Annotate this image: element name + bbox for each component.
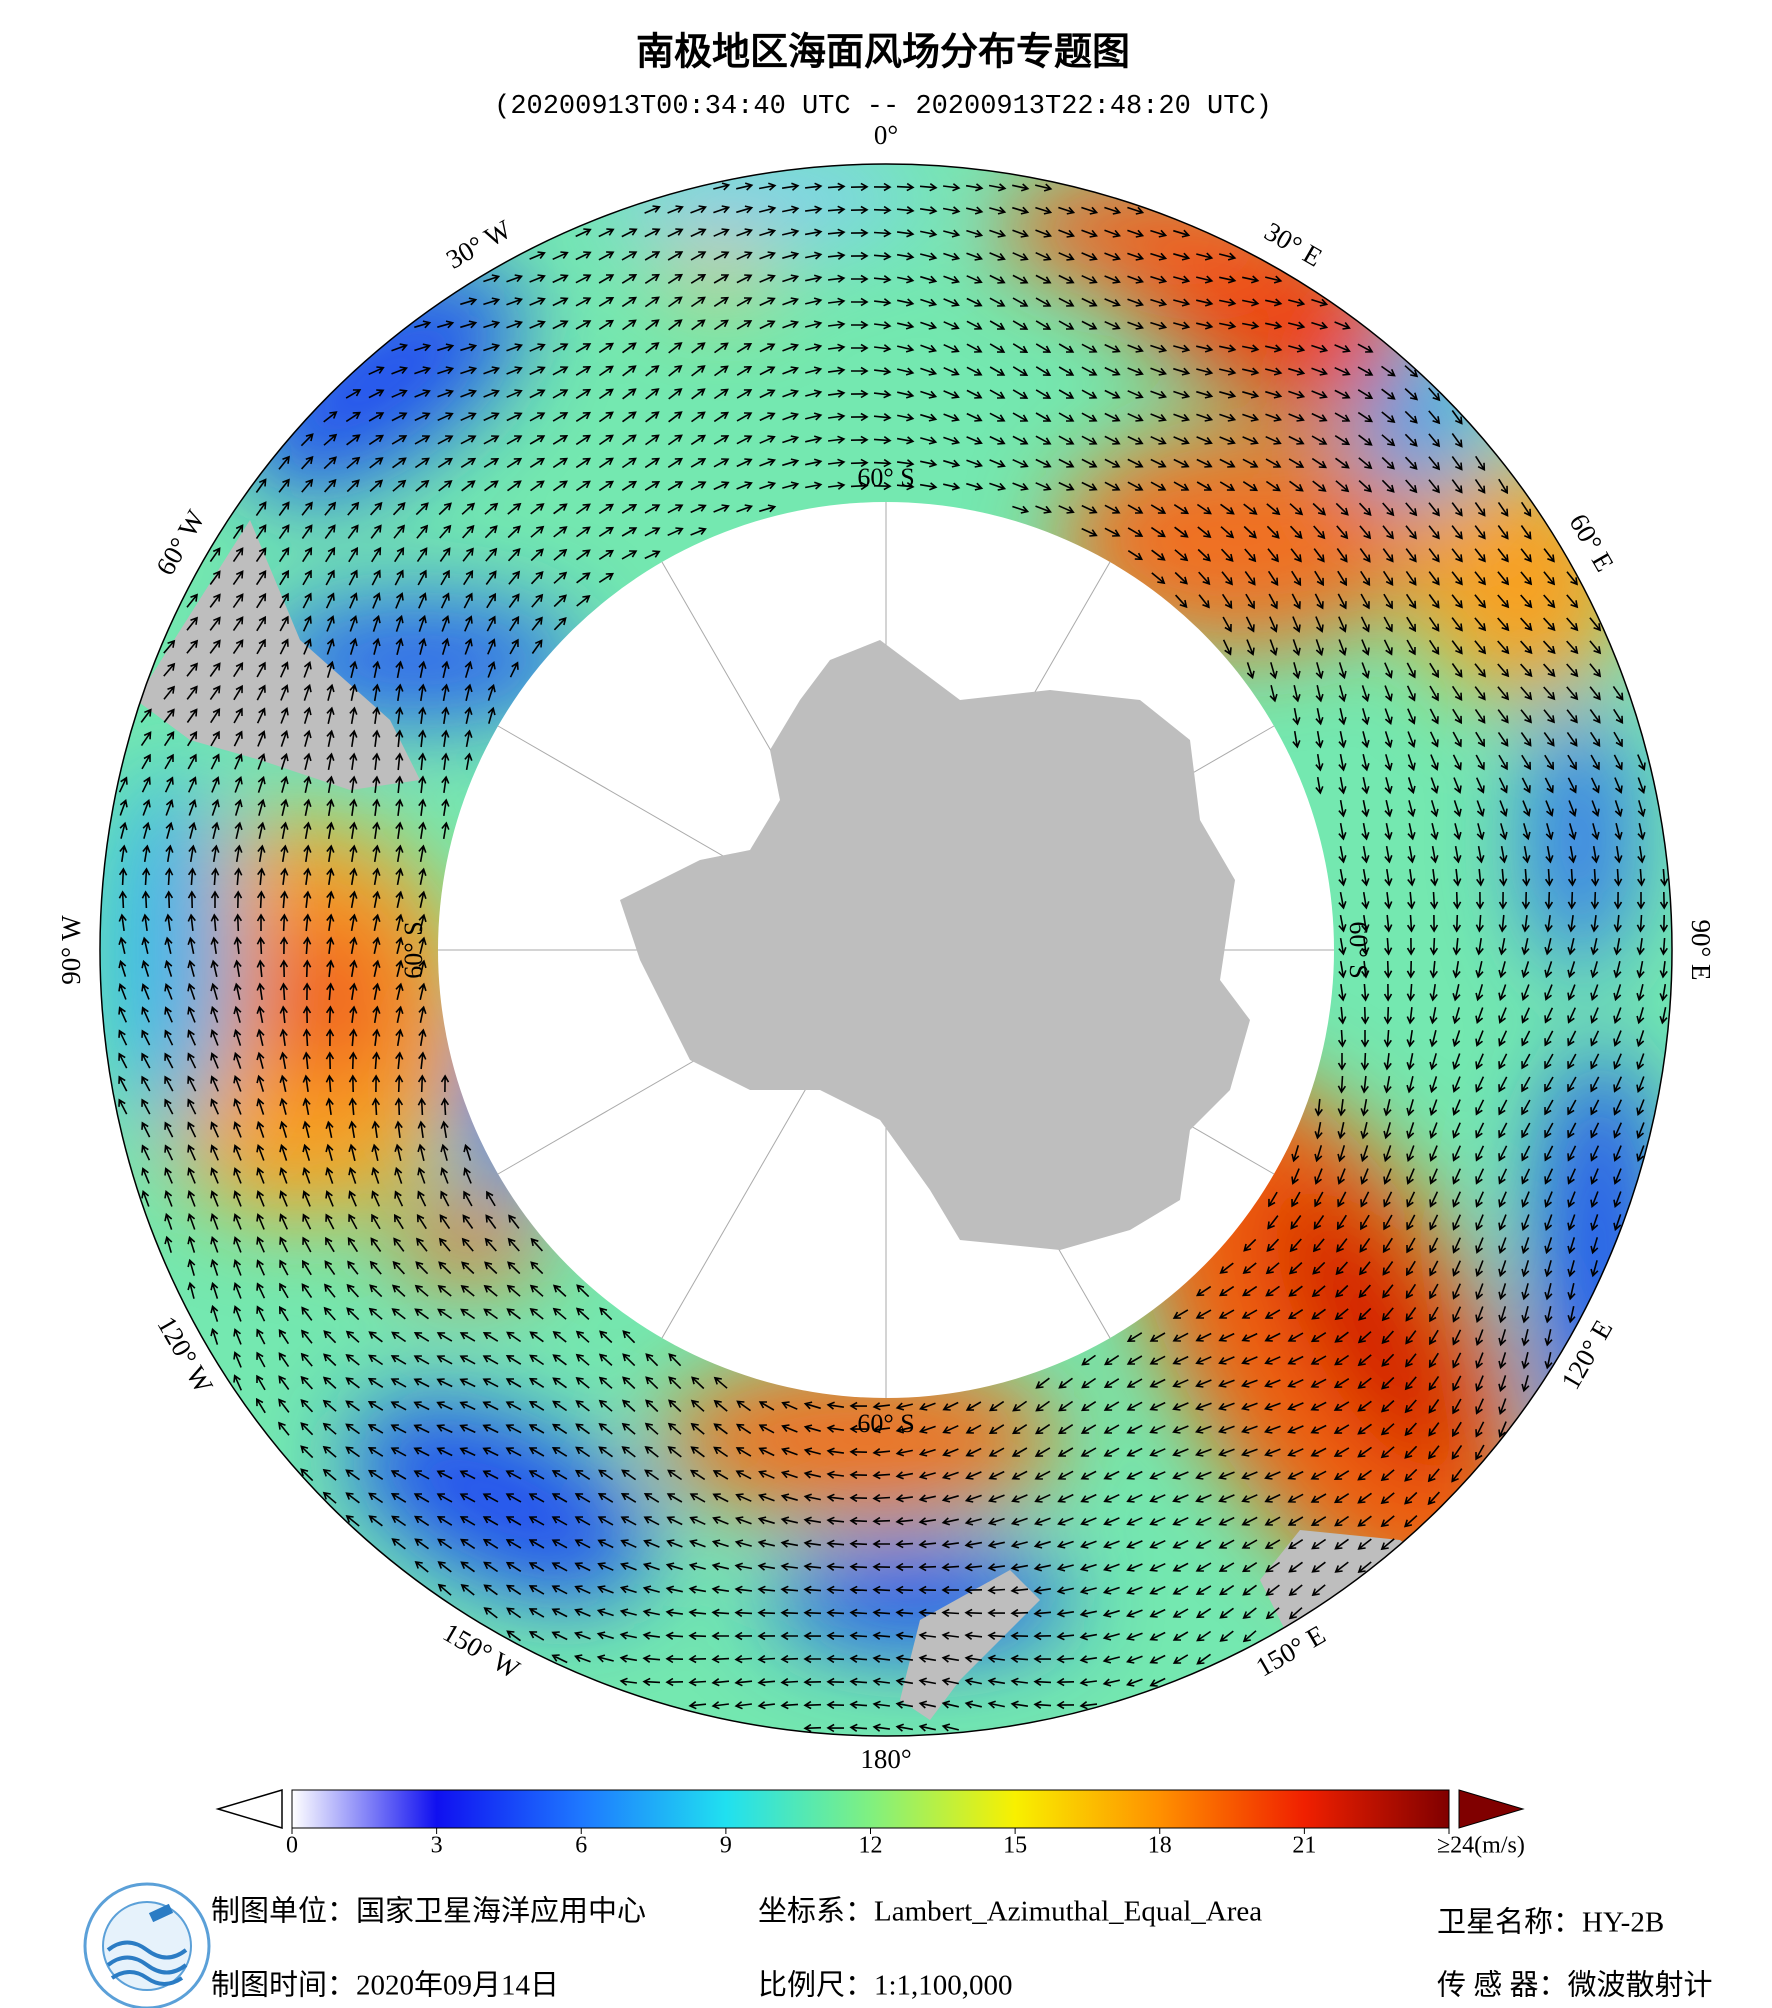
colorbar-tick-label: 15 bbox=[1003, 1833, 1027, 1859]
latitude-label: 60° S bbox=[857, 1409, 914, 1438]
colorbar-tick-label: 6 bbox=[575, 1833, 587, 1859]
antarctica bbox=[620, 640, 1250, 1250]
latitude-label: 60° S bbox=[399, 921, 428, 978]
longitude-label: 180° bbox=[860, 1744, 911, 1774]
colorbar-over-arrow bbox=[1458, 1789, 1525, 1829]
longitude-label: 0° bbox=[874, 120, 898, 150]
longitude-label: 90° E bbox=[1686, 919, 1716, 980]
south-america bbox=[136, 520, 420, 790]
colorbar-tick-label: ≥24(m/s) bbox=[1437, 1833, 1525, 1859]
colorbar-tick-label: 3 bbox=[431, 1833, 443, 1859]
colorbar-tick-label: 21 bbox=[1292, 1833, 1316, 1859]
colorbar-under-arrow bbox=[215, 1788, 283, 1830]
latitude-label: 60° S bbox=[1344, 921, 1373, 978]
map-date: 制图时间：2020年09月14日 bbox=[211, 1969, 559, 2002]
colorbar-tick-label: 0 bbox=[286, 1833, 298, 1859]
colorbar: 0 3 6 9 12 15 18 21 ≥24(m/s) bbox=[215, 1788, 1525, 1859]
title: 南极地区海面风场分布专题图 bbox=[636, 30, 1130, 74]
colorbar-tick-label: 9 bbox=[720, 1833, 732, 1859]
australia-tasmania bbox=[1260, 1530, 1440, 1650]
colorbar-bar bbox=[291, 1789, 1450, 1829]
subtitle: (20200913T00:34:40 UTC -- 20200913T22:48… bbox=[494, 92, 1272, 122]
wind-field bbox=[100, 164, 1672, 1736]
satellite: 卫星名称：HY-2B bbox=[1437, 1906, 1664, 1939]
colorbar-tick-label: 18 bbox=[1148, 1833, 1172, 1859]
logo bbox=[83, 1882, 211, 2008]
projection: 坐标系：Lambert_Azimuthal_Equal_Area bbox=[758, 1895, 1262, 1928]
longitude-label: 90° W bbox=[56, 915, 86, 985]
wind-vectors bbox=[118, 182, 1669, 1733]
map-scale: 比例尺：1:1,100,000 bbox=[758, 1969, 1013, 2002]
colorbar-tick-label: 12 bbox=[859, 1833, 883, 1859]
new-zealand bbox=[900, 1570, 1040, 1720]
map-unit: 制图单位：国家卫星海洋应用中心 bbox=[211, 1895, 646, 1928]
latitude-label: 60° S bbox=[857, 463, 914, 492]
sensor: 传 感 器：微波散射计 bbox=[1437, 1969, 1713, 2002]
map-border bbox=[99, 163, 1673, 1737]
